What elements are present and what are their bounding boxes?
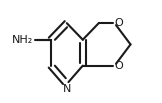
Text: O: O xyxy=(115,18,123,28)
Text: O: O xyxy=(115,61,123,71)
Text: NH₂: NH₂ xyxy=(11,35,33,45)
Text: N: N xyxy=(63,84,71,94)
